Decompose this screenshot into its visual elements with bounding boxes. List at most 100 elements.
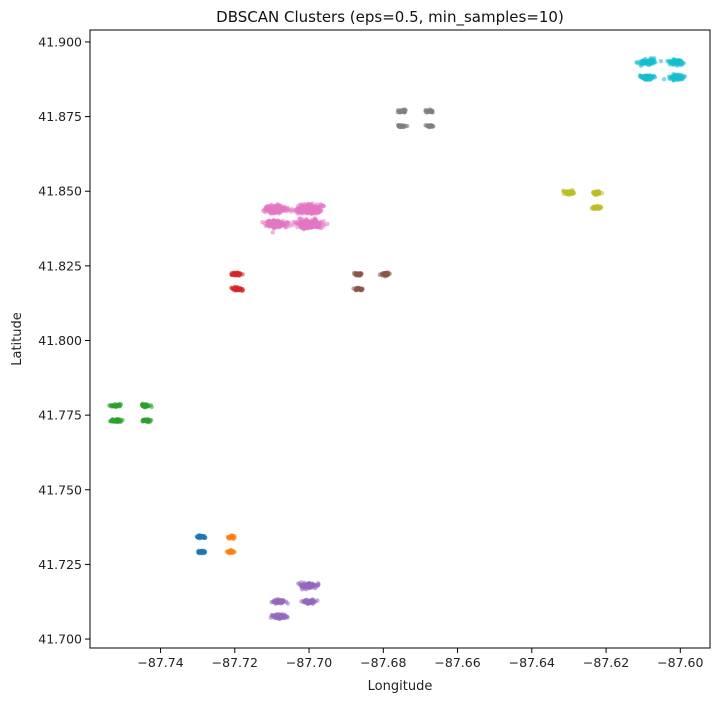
- data-point: [270, 208, 275, 213]
- y-tick-label: 41.900: [38, 34, 82, 49]
- x-tick-label: −87.66: [434, 655, 480, 670]
- data-point: [594, 205, 600, 210]
- data-point: [309, 220, 314, 225]
- plot-frame: [89, 29, 711, 649]
- x-tick-label: −87.74: [137, 655, 183, 670]
- data-point: [306, 599, 311, 604]
- y-tick-label: 41.750: [38, 482, 82, 497]
- data-point: [281, 222, 286, 227]
- data-point: [108, 404, 114, 409]
- y-tick-label: 41.700: [38, 632, 82, 647]
- data-point: [661, 77, 667, 82]
- data-point: [299, 583, 305, 588]
- data-point: [430, 110, 435, 115]
- data-point: [291, 219, 296, 225]
- x-tick-label: −87.62: [583, 655, 629, 670]
- data-point: [425, 108, 430, 113]
- x-axis-ticks: −87.74 −87.72 −87.70 −87.68 −87.66 −87.64 −87.…: [137, 648, 703, 670]
- data-point: [141, 418, 146, 423]
- data-point: [306, 225, 311, 230]
- data-point: [352, 270, 357, 276]
- data-point: [676, 61, 681, 66]
- data-point: [672, 76, 677, 81]
- series-cluster-5: [351, 270, 392, 293]
- data-point: [298, 223, 303, 228]
- x-tick-label: −87.60: [657, 655, 703, 670]
- data-point: [355, 287, 361, 292]
- points-layer: [107, 56, 688, 622]
- data-point: [270, 224, 275, 229]
- x-tick-label: −87.68: [360, 655, 406, 670]
- data-point: [301, 599, 307, 604]
- series-cluster-7: [395, 107, 436, 130]
- data-point: [294, 207, 299, 212]
- data-point: [658, 58, 664, 64]
- data-point: [643, 60, 649, 65]
- data-point: [650, 61, 655, 66]
- chart-title: DBSCAN Clusters (eps=0.5, min_samples=10…: [216, 8, 564, 27]
- series-cluster-6: [260, 201, 330, 235]
- data-point: [289, 209, 294, 214]
- y-tick-label: 41.825: [38, 258, 82, 273]
- y-tick-label: 41.800: [38, 333, 82, 348]
- x-tick-label: −87.72: [212, 655, 258, 670]
- data-point: [569, 188, 575, 193]
- series-cluster-9: [634, 56, 688, 83]
- data-point: [682, 74, 688, 79]
- y-axis-ticks: 41.700 41.725 41.750 41.775 41.800 41.825 41.8…: [38, 34, 90, 647]
- data-point: [275, 208, 280, 214]
- data-point: [112, 418, 117, 424]
- data-point: [278, 614, 283, 619]
- data-point: [599, 190, 605, 196]
- y-tick-label: 41.850: [38, 184, 82, 199]
- data-point: [397, 109, 402, 115]
- data-point: [671, 61, 676, 67]
- data-point: [312, 221, 317, 227]
- data-point: [667, 62, 673, 67]
- series-cluster-1: [224, 533, 237, 556]
- series-cluster-8: [561, 188, 605, 212]
- data-point: [278, 600, 284, 605]
- data-point: [278, 207, 284, 212]
- data-point: [234, 272, 240, 277]
- data-point: [240, 287, 245, 292]
- data-point: [297, 216, 303, 222]
- data-point: [427, 124, 432, 129]
- data-point: [315, 222, 321, 227]
- data-point: [232, 549, 237, 555]
- data-point: [298, 202, 304, 207]
- data-point: [225, 535, 231, 540]
- x-tick-label: −87.70: [286, 655, 332, 670]
- series-cluster-2: [107, 401, 154, 425]
- data-point: [230, 535, 235, 540]
- data-point: [561, 189, 567, 194]
- data-point: [283, 599, 289, 604]
- y-axis-label: Latitude: [10, 312, 25, 366]
- data-point: [277, 222, 282, 227]
- data-point: [594, 190, 599, 195]
- data-point: [285, 615, 290, 620]
- data-point: [149, 404, 154, 410]
- data-point: [237, 286, 242, 292]
- data-point: [316, 582, 321, 587]
- series-cluster-0: [194, 533, 208, 556]
- data-point: [634, 60, 639, 65]
- data-point: [260, 219, 265, 225]
- data-point: [228, 549, 233, 554]
- data-point: [307, 201, 313, 207]
- data-point: [638, 74, 643, 79]
- data-point: [202, 550, 207, 555]
- data-point: [644, 76, 649, 81]
- data-point: [667, 58, 672, 63]
- data-point: [351, 286, 356, 291]
- series-cluster-3: [229, 270, 245, 293]
- y-tick-label: 41.725: [38, 557, 82, 572]
- data-point: [310, 597, 315, 602]
- y-tick-label: 41.875: [38, 109, 82, 124]
- data-point: [120, 417, 125, 423]
- data-point: [318, 204, 323, 209]
- data-point: [307, 585, 312, 590]
- data-point: [306, 208, 311, 213]
